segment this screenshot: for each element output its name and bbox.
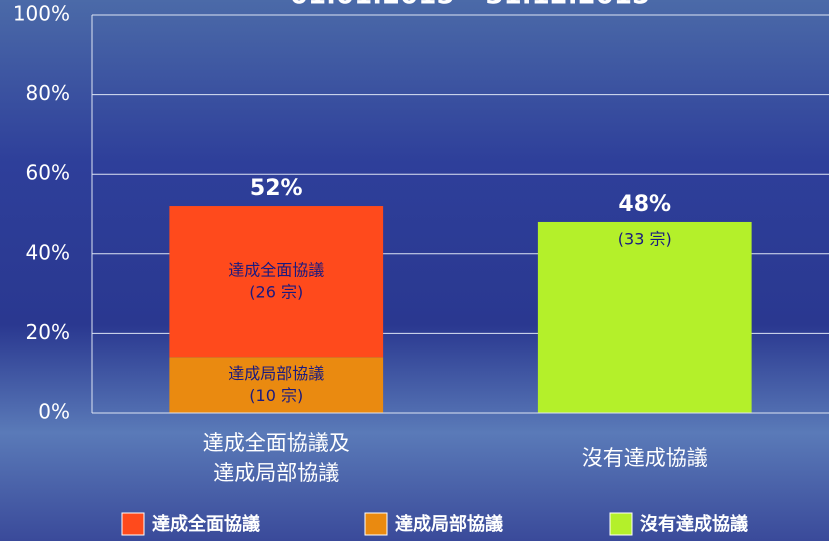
total-label: 48% xyxy=(618,192,671,217)
legend-swatch xyxy=(122,513,144,535)
segment-label: (33 宗) xyxy=(618,229,672,248)
chart: 01.01.2015 – 31.12.2015 0% 20% 40% 60% 80% 10… xyxy=(0,0,829,541)
total-label: 52% xyxy=(250,176,303,201)
y-tick-label: 100% xyxy=(13,2,70,26)
y-tick-label: 20% xyxy=(26,320,70,344)
legend-label: 達成全面協議 xyxy=(152,513,260,535)
legend-label: 達成局部協議 xyxy=(395,513,503,535)
page: {"chart_data": {"type": "stacked_bar", "… xyxy=(0,0,829,541)
bar-segment xyxy=(538,222,752,413)
y-tick-label: 0% xyxy=(38,400,70,424)
legend-swatch xyxy=(365,513,387,535)
legend-label: 沒有達成協議 xyxy=(640,513,748,535)
y-tick-label: 80% xyxy=(26,81,70,105)
y-tick-label: 40% xyxy=(26,240,70,264)
legend-swatch xyxy=(610,513,632,535)
chart-title: 01.01.2015 – 31.12.2015 xyxy=(290,0,650,11)
x-tick-label: 沒有達成協議 xyxy=(582,446,708,470)
y-tick-label: 60% xyxy=(26,161,70,185)
